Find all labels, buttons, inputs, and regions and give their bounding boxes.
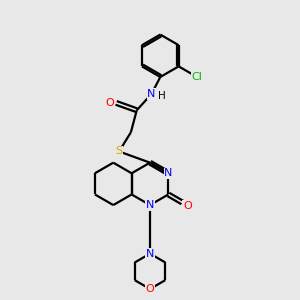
Text: O: O bbox=[146, 284, 154, 294]
Text: N: N bbox=[164, 168, 172, 178]
Text: Cl: Cl bbox=[192, 72, 203, 82]
Text: N: N bbox=[146, 249, 154, 259]
Text: S: S bbox=[116, 146, 123, 157]
Text: H: H bbox=[158, 91, 166, 100]
Text: O: O bbox=[106, 98, 115, 108]
Text: N: N bbox=[146, 200, 154, 210]
Text: O: O bbox=[183, 200, 192, 211]
Text: N: N bbox=[147, 89, 156, 99]
